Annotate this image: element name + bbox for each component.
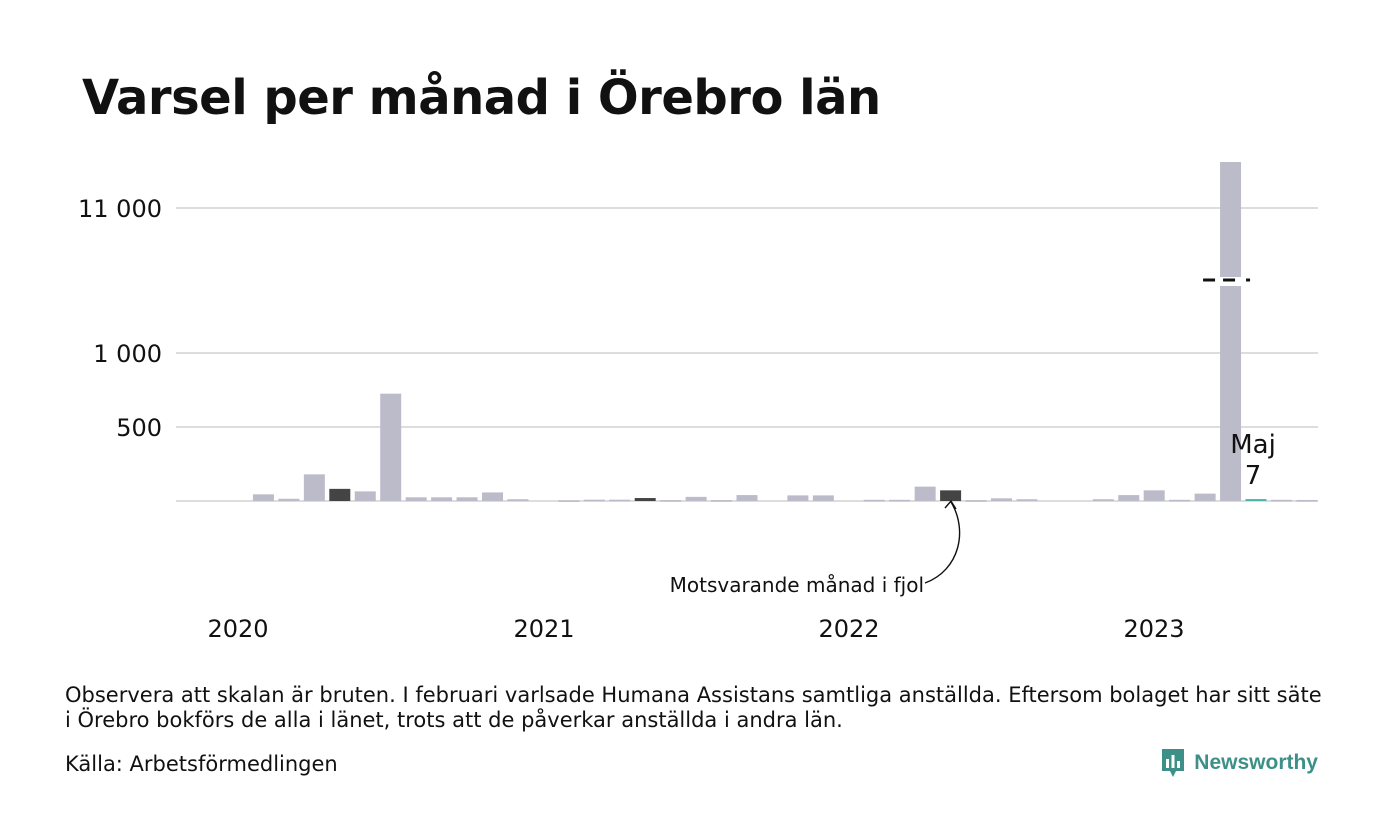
bar [1016,499,1038,501]
bar [787,495,809,501]
bar [863,499,885,502]
bar [329,488,351,501]
y-tick-label: 500 [116,414,162,442]
bar [303,474,325,501]
y-tick-label: 1 000 [93,340,162,368]
bar [914,486,936,501]
bar [991,498,1012,501]
bar [354,491,376,501]
chart-title: Varsel per månad i Örebro län [82,70,881,126]
bar [940,490,962,501]
annotation-label: Motsvarande månad i fjol [670,573,924,597]
footnote: Observera att skalan är bruten. I februa… [65,683,1322,732]
bar [278,498,300,501]
annotation-arrow [924,501,961,584]
brand-logo[interactable]: Newsworthy [1160,747,1318,779]
bar [405,497,427,501]
bar [1220,162,1242,501]
bar [380,393,402,501]
bar [1270,499,1292,502]
x-tick-label: 2022 [818,615,879,643]
bar [252,494,274,501]
bar [1118,495,1140,501]
bar [1143,490,1165,501]
bar [456,497,478,501]
scale-break-marks [1203,277,1251,286]
bar [660,500,682,502]
bar [889,499,911,502]
bar [812,495,834,501]
bar [1194,493,1216,501]
y-tick-label: 11 000 [78,195,162,223]
bar [507,499,529,501]
bar [1169,499,1191,502]
newsworthy-icon [1162,749,1185,777]
x-tick-label: 2020 [207,615,268,643]
bar [609,499,631,502]
bar-chart: 500 1 000 11 000 2020 2021 2022 2023 Maj 7 Mo… [78,162,1318,643]
brand-label: Newsworthy [1194,751,1318,774]
bar [482,492,503,501]
bar [431,497,453,501]
x-tick-label: 2021 [513,615,574,643]
highlight-month-label: Maj [1230,430,1276,460]
bar [558,500,580,502]
highlight-value-label: 7 [1245,461,1262,491]
bar [685,496,707,501]
annotation-arrowhead [944,499,957,510]
source-label: Källa: Arbetsförmedlingen [65,752,338,776]
bar [736,495,758,501]
bar [634,498,656,501]
bar [965,500,987,502]
bar [583,499,605,502]
bar [1296,499,1318,502]
bar [1092,499,1114,501]
bar [711,500,733,502]
x-tick-label: 2023 [1123,615,1184,643]
bar [1245,499,1267,501]
